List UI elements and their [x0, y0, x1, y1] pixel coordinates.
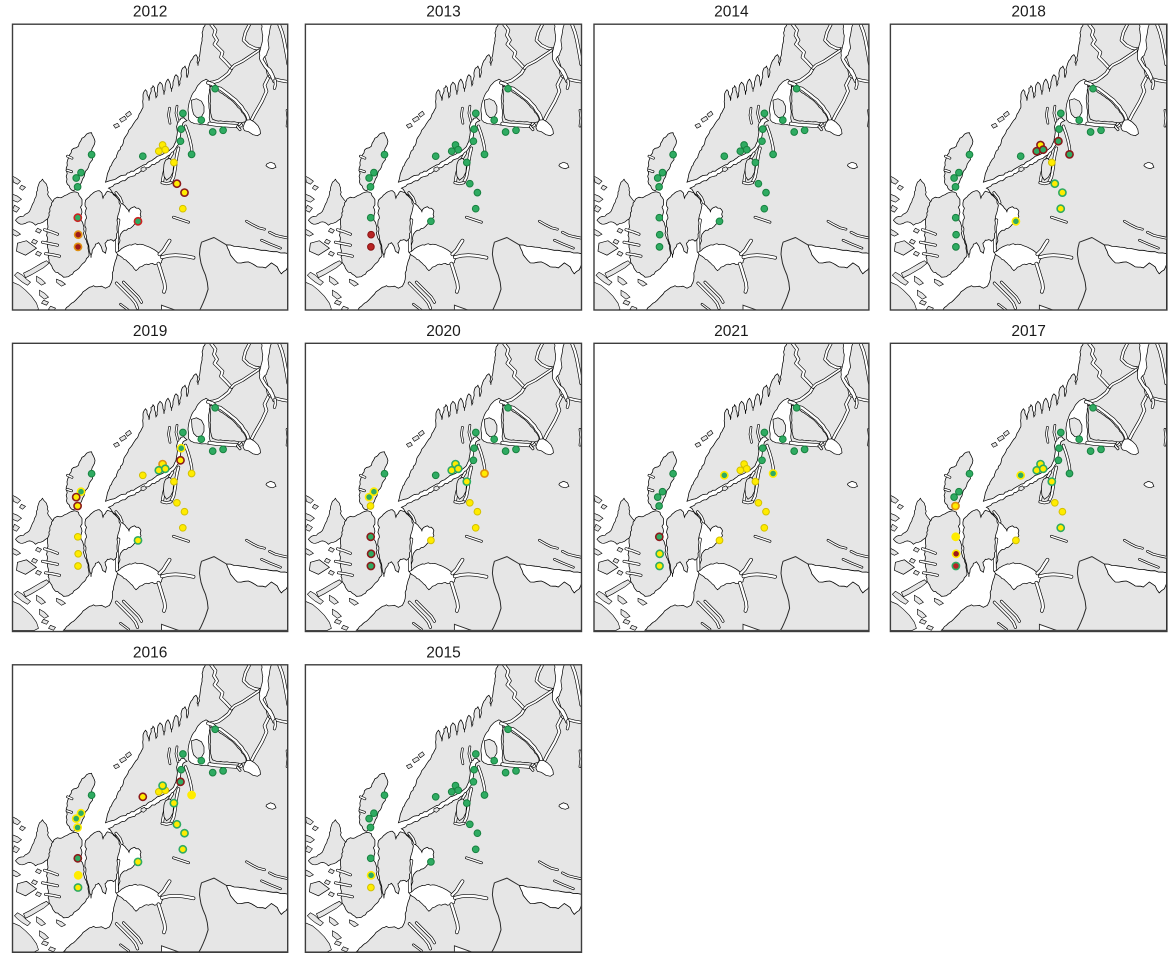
- svg-text:2015: 2015: [426, 644, 460, 661]
- svg-text:2020: 2020: [426, 323, 461, 340]
- svg-text:2014: 2014: [714, 4, 749, 21]
- svg-text:2021: 2021: [714, 323, 748, 340]
- svg-text:2019: 2019: [133, 323, 167, 340]
- svg-text:2013: 2013: [426, 4, 460, 21]
- svg-text:2012: 2012: [133, 4, 167, 21]
- svg-text:2018: 2018: [1011, 4, 1045, 21]
- svg-text:2017: 2017: [1011, 323, 1045, 340]
- svg-text:2016: 2016: [133, 644, 167, 661]
